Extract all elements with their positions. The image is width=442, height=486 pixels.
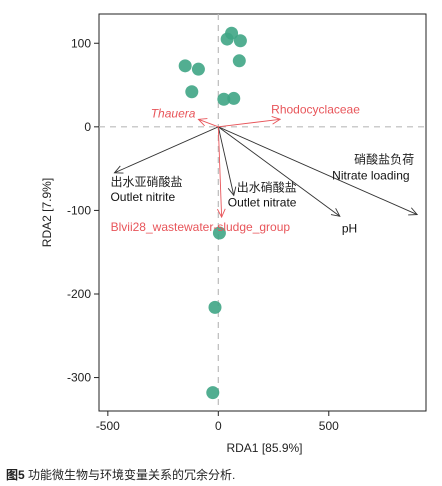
env-label-en-3: pH	[342, 221, 357, 235]
zero-reference-lines	[99, 14, 426, 411]
sample-point-9	[227, 91, 241, 105]
sample-point-3	[233, 34, 247, 48]
env-arrow-2-shaft	[217, 126, 235, 196]
sample-point-10	[212, 226, 226, 240]
env-label-en-4: Nitrate loading	[332, 169, 409, 183]
plot-border	[98, 13, 427, 412]
sample-points	[178, 26, 247, 400]
taxa-arrow-1-head	[197, 118, 208, 127]
env-arrow-2-head	[227, 186, 237, 197]
y-tick-label: 0	[84, 120, 91, 134]
y-tick-label: -200	[67, 287, 91, 301]
y-tick-label: 100	[71, 36, 91, 50]
x-tick-label: 500	[319, 419, 339, 433]
env-label-cn-4: 硝酸盐负荷	[354, 152, 414, 167]
sample-point-2	[220, 32, 234, 46]
axes: -500 0 500 -300 -200 -100 0 100 RDA1 [85.9%] RDA2…	[40, 36, 339, 455]
vector-arrows	[113, 115, 419, 219]
x-tick-label: -500	[96, 419, 120, 433]
taxa-arrow-2-head	[271, 115, 282, 125]
env-arrow-1-head	[113, 165, 124, 174]
taxa-label-1: Thauera	[151, 106, 196, 120]
taxa-label-3: Blvii28_wastewater-sludge_group	[111, 220, 291, 234]
sample-point-4	[232, 54, 246, 68]
env-arrow-4-shaft	[218, 126, 418, 216]
sample-point-12	[206, 386, 220, 400]
sample-point-8	[217, 92, 231, 106]
y-tick-label: -300	[67, 371, 91, 385]
taxa-arrow-3-head	[217, 208, 226, 219]
sample-point-11	[208, 300, 222, 314]
sample-point-6	[191, 62, 205, 76]
env-arrow-3-head	[330, 208, 341, 217]
env-label-en-1: Outlet nitrite	[110, 190, 175, 204]
taxa-label-2: Rhodocyclaceae	[271, 102, 360, 116]
caption-text: 功能微生物与环境变量关系的冗余分析.	[28, 468, 236, 482]
env-label-cn-1: 出水亚硝酸盐	[110, 174, 182, 189]
taxa-arrow-1-shaft	[198, 118, 219, 128]
sample-point-5	[178, 59, 192, 73]
taxa-arrow-2-shaft	[218, 118, 281, 128]
env-arrow-3-shaft	[218, 126, 341, 217]
env-label-cn-2: 出水硝酸盐	[237, 179, 297, 194]
x-axis-label: RDA1 [85.9%]	[226, 441, 302, 455]
figure-caption: 图5 功能微生物与环境变量关系的冗余分析.	[6, 466, 442, 483]
y-axis-label: RDA2 [7.9%]	[40, 178, 54, 247]
x-tick-label: 0	[215, 419, 222, 433]
figure-number: 图5	[6, 468, 25, 482]
taxa-arrow-3-shaft	[217, 126, 223, 218]
env-label-en-2: Outlet nitrate	[228, 195, 297, 209]
plot-area	[98, 13, 427, 412]
y-tick-label: -100	[67, 203, 91, 217]
env-arrow-4-head	[408, 207, 419, 216]
env-arrow-1-shaft	[114, 126, 219, 174]
sample-point-7	[185, 85, 199, 99]
